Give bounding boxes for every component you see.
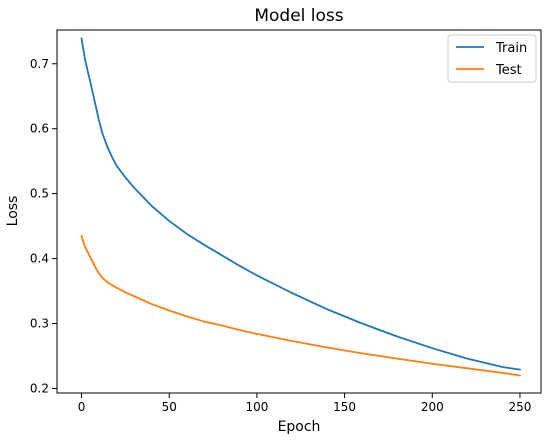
y-tick-label: 0.6 <box>30 122 49 136</box>
legend-label-test: Test <box>495 63 522 78</box>
x-tick-label: 150 <box>333 400 356 414</box>
legend-label-train: Train <box>495 41 527 56</box>
x-tick-label: 250 <box>509 400 532 414</box>
series-layer <box>80 37 521 377</box>
x-tick-label: 0 <box>78 400 86 414</box>
y-tick-label: 0.2 <box>30 381 49 395</box>
y-axis: 0.2 0.3 0.4 0.5 0.6 0.7 <box>30 57 57 395</box>
y-tick-label: 0.5 <box>30 187 49 201</box>
y-tick-label: 0.7 <box>30 57 49 71</box>
x-tick-label: 100 <box>245 400 268 414</box>
y-axis-label: Loss <box>5 196 21 227</box>
series-line-test <box>80 234 521 377</box>
legend: Train Test <box>447 34 537 83</box>
x-axis: 0 50 100 150 200 250 <box>78 393 532 414</box>
y-tick-label: 0.3 <box>30 317 49 331</box>
chart-title: Model loss <box>254 6 343 26</box>
plot-area <box>56 29 542 394</box>
x-axis-label: Epoch <box>278 419 321 435</box>
x-tick-label: 50 <box>162 400 177 414</box>
series-line-train <box>80 37 521 371</box>
x-tick-label: 200 <box>421 400 444 414</box>
y-tick-label: 0.4 <box>30 252 49 266</box>
